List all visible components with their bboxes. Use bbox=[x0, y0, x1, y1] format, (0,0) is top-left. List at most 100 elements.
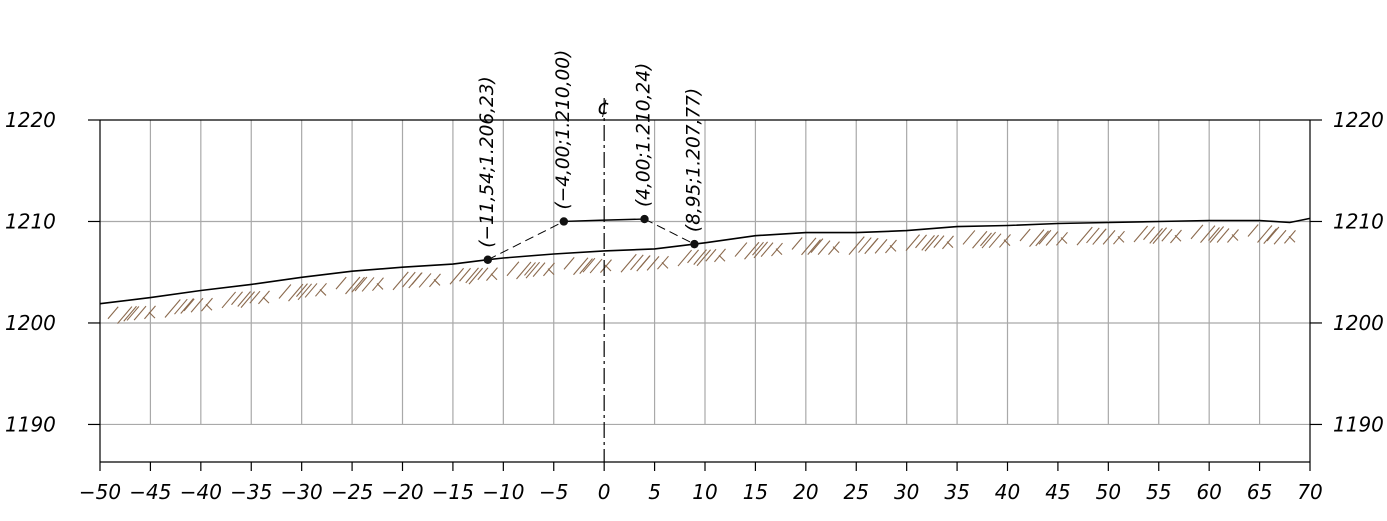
ground-profile-line bbox=[99, 217, 1311, 305]
y-tick-label-left: 1190 bbox=[5, 412, 56, 436]
hatch-stroke bbox=[402, 271, 416, 288]
hatch-stroke bbox=[924, 234, 940, 252]
hatch-stroke bbox=[1086, 227, 1100, 244]
x-tick-label: −35 bbox=[230, 480, 272, 504]
x-tick-label: −10 bbox=[482, 480, 524, 504]
hatch-stroke bbox=[972, 230, 988, 249]
hatch-stroke bbox=[123, 305, 137, 322]
hatch-stroke bbox=[921, 235, 935, 251]
x-tick-label: 15 bbox=[743, 480, 768, 504]
hatch-stroke bbox=[516, 261, 532, 280]
x-tick-label: −5 bbox=[539, 480, 568, 504]
x-tick-label: −50 bbox=[79, 480, 121, 504]
hatch-stroke bbox=[933, 235, 945, 248]
hatch-stroke bbox=[1152, 227, 1168, 244]
x-tick-label: 40 bbox=[995, 480, 1020, 504]
hatch-stroke bbox=[249, 290, 261, 304]
hatch-stroke bbox=[1284, 230, 1296, 244]
section-point bbox=[483, 255, 493, 264]
hatch-stroke bbox=[1190, 224, 1204, 240]
hatch-stroke bbox=[392, 271, 409, 291]
point-coordinate-label: (8,95;1.207,77) bbox=[683, 88, 704, 232]
hatch-stroke bbox=[408, 272, 422, 289]
hatch-stroke bbox=[107, 306, 119, 320]
hatch-stroke bbox=[1035, 230, 1049, 247]
hatch-stroke bbox=[1092, 229, 1106, 245]
hatch-stroke bbox=[345, 276, 361, 295]
hatch-stroke bbox=[1263, 228, 1277, 244]
x-tick-label: 65 bbox=[1247, 480, 1272, 504]
hatch-stroke bbox=[981, 231, 997, 249]
hatch-stroke bbox=[687, 249, 699, 264]
x-tick-label: 60 bbox=[1196, 480, 1221, 504]
hatch-stroke bbox=[1113, 230, 1125, 245]
hatch-stroke bbox=[1257, 225, 1273, 243]
hatch-stroke bbox=[885, 239, 897, 254]
hatch-stroke bbox=[201, 297, 213, 312]
hatch-stroke bbox=[657, 255, 669, 270]
soil-hatch bbox=[107, 224, 1296, 324]
hatch-stroke bbox=[126, 306, 140, 321]
hatch-stroke bbox=[1209, 226, 1225, 243]
hatch-stroke bbox=[600, 259, 612, 273]
hatch-stroke bbox=[1227, 229, 1239, 243]
grid bbox=[100, 120, 1310, 426]
hatch-stroke bbox=[848, 236, 865, 256]
x-tick-label: 0 bbox=[598, 480, 611, 504]
hatch-stroke bbox=[429, 273, 441, 288]
hatch-stroke bbox=[1045, 231, 1059, 246]
hatch-stroke bbox=[315, 282, 327, 297]
hatch-stroke bbox=[817, 240, 831, 256]
hatch-stroke bbox=[589, 258, 603, 274]
y-tick-label-left: 1220 bbox=[5, 108, 56, 132]
hatch-stroke bbox=[543, 262, 555, 277]
hatch-stroke bbox=[582, 257, 596, 273]
hatch-stroke bbox=[714, 248, 726, 263]
hatch-stroke bbox=[693, 249, 707, 265]
hatch-stroke bbox=[449, 267, 465, 285]
x-tick-label: 35 bbox=[944, 480, 969, 504]
hatch-stroke bbox=[1200, 225, 1216, 243]
hatch-stroke bbox=[791, 237, 803, 250]
hatch-stroke bbox=[468, 267, 484, 285]
hatch-stroke bbox=[180, 298, 194, 314]
hatch-stroke bbox=[486, 267, 498, 282]
hatch-stroke bbox=[258, 290, 270, 305]
x-tick-label: 20 bbox=[793, 480, 818, 504]
hatch-stroke bbox=[459, 267, 471, 282]
hatch-stroke bbox=[718, 254, 726, 262]
hatch-stroke bbox=[304, 283, 318, 298]
centerline-symbol: ¢ bbox=[597, 95, 610, 119]
hatch-stroke bbox=[361, 277, 375, 292]
hatch-stroke bbox=[771, 242, 783, 257]
hatch-stroke bbox=[753, 241, 769, 259]
hatch-stroke bbox=[1056, 231, 1068, 246]
x-tick-label: 55 bbox=[1146, 480, 1171, 504]
hatch-stroke bbox=[573, 257, 589, 276]
hatch-stroke bbox=[351, 276, 365, 293]
hatch-stroke bbox=[164, 299, 181, 318]
hatch-stroke bbox=[864, 238, 878, 255]
hatch-stroke bbox=[810, 238, 824, 254]
hatch-stroke bbox=[1076, 226, 1093, 246]
x-tick-label: −20 bbox=[381, 480, 423, 504]
hatch-stroke bbox=[858, 237, 872, 253]
hatch-stroke bbox=[696, 249, 712, 267]
hatch-stroke bbox=[525, 261, 541, 279]
hatch-stroke bbox=[262, 296, 270, 304]
hatch-stroke bbox=[477, 267, 489, 281]
x-tick-label: −30 bbox=[281, 480, 323, 504]
x-tick-label: −45 bbox=[129, 480, 171, 504]
y-tick-label-left: 1210 bbox=[5, 209, 56, 233]
hatch-stroke bbox=[372, 277, 384, 292]
hatch-stroke bbox=[1273, 229, 1287, 245]
y-tick-label-right: 1190 bbox=[1333, 412, 1384, 436]
hatch-stroke bbox=[221, 291, 237, 309]
point-coordinate-label: (−4,00;1.210,00) bbox=[553, 50, 574, 210]
x-tick-label: 70 bbox=[1297, 480, 1322, 504]
hatch-stroke bbox=[905, 234, 921, 252]
hatch-stroke bbox=[117, 306, 133, 324]
hatch-stroke bbox=[183, 298, 195, 312]
